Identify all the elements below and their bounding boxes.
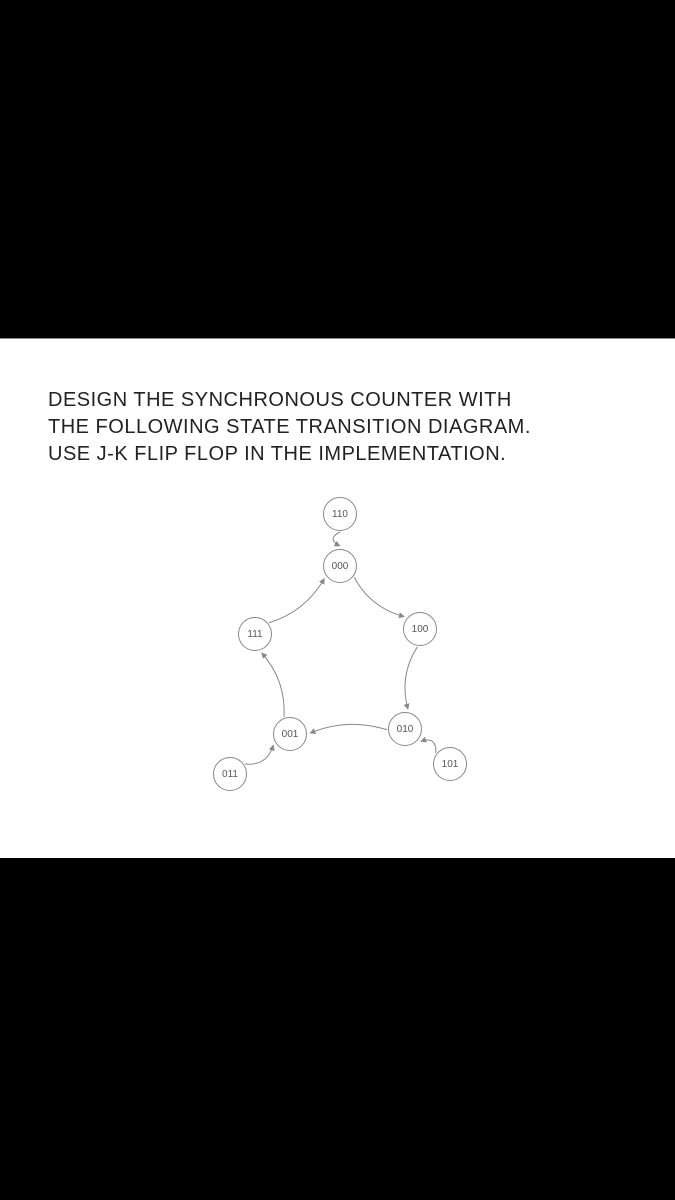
state-node-110: 110 [323,497,357,531]
title-line-3: USE J-K FLIP FLOP IN THE IMPLEMENTATION. [48,443,506,465]
edge-101-010 [421,740,436,753]
edge-110-000 [333,532,340,546]
edge-010-001 [310,724,387,733]
state-node-100: 100 [403,612,437,646]
state-node-011: 011 [213,757,247,791]
title-line-2: THE FOLLOWING STATE TRANSITION DIAGRAM. [48,416,531,438]
edge-001-111 [262,653,285,717]
content-panel: DESIGN THE SYNCHRONOUS COUNTER WITH THE … [0,338,675,858]
edge-111-000 [269,578,324,622]
state-node-010: 010 [388,712,422,746]
edge-011-001 [245,745,273,764]
state-node-101: 101 [433,747,467,781]
state-diagram: 110 000 100 010 001 111 011 101 [140,484,540,834]
problem-title: DESIGN THE SYNCHRONOUS COUNTER WITH THE … [48,387,627,468]
state-node-111: 111 [238,617,272,651]
state-node-000: 000 [323,549,357,583]
state-node-001: 001 [273,717,307,751]
title-line-1: DESIGN THE SYNCHRONOUS COUNTER WITH [48,389,512,411]
edge-000-100 [354,577,404,616]
diagram-edges [140,484,540,834]
edge-100-010 [405,647,417,709]
